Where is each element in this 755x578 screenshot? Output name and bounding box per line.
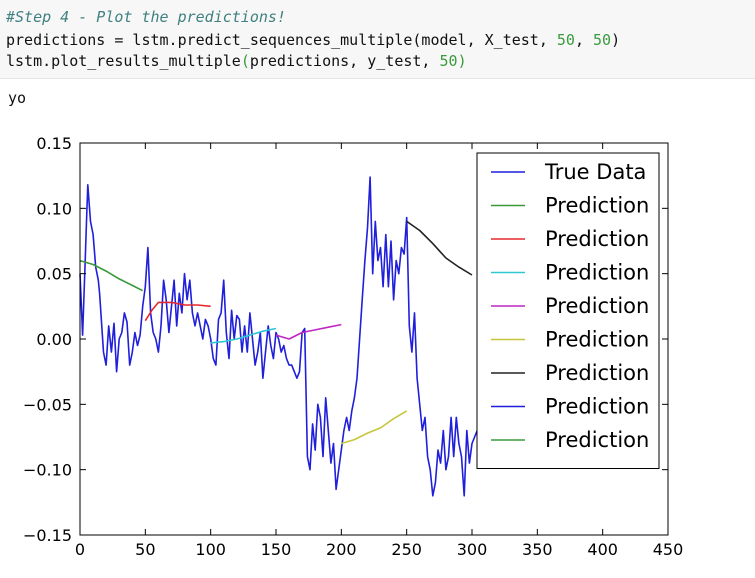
code-number: 50 — [556, 31, 575, 49]
y-axis: −0.15 −0.10 −0.05 0.00 0.05 0.10 0.15 — [23, 134, 668, 545]
legend-label: Prediction — [545, 227, 649, 251]
code-separator: , — [574, 31, 594, 49]
series-line-4 — [275, 323, 342, 340]
x-tick-label: 50 — [135, 540, 155, 559]
legend-label: Prediction — [545, 294, 649, 318]
code-paren: ) — [611, 31, 621, 49]
y-tick-label: 0.05 — [36, 265, 72, 284]
legend-label: Prediction — [545, 194, 649, 218]
legend-label: True Data — [544, 160, 646, 184]
x-axis: 0 50 100 150 200 250 300 350 400 450 — [75, 143, 683, 559]
series-line-0 — [79, 176, 478, 497]
x-tick-label: 100 — [195, 540, 226, 559]
series-line-6 — [406, 220, 473, 276]
x-tick-label: 150 — [261, 540, 292, 559]
y-tick-label: 0.15 — [36, 134, 72, 153]
code-plot-call: lstm.plot_results_multiple — [6, 52, 241, 70]
series-line-3 — [210, 327, 277, 344]
code-paren: ) — [457, 52, 467, 70]
code-comment: #Step 4 - Plot the predictions! — [6, 8, 286, 26]
code-number: 50 — [593, 31, 612, 49]
x-tick-label: 250 — [391, 540, 422, 559]
y-tick-label: −0.15 — [23, 526, 72, 545]
code-cell[interactable]: #Step 4 - Plot the predictions! predicti… — [0, 0, 755, 79]
y-tick-label: −0.10 — [23, 461, 72, 480]
legend-label: Prediction — [545, 428, 649, 452]
code-predict-call: predictions = lstm.predict_sequences_mul… — [6, 31, 557, 49]
legend-label: Prediction — [545, 361, 649, 385]
legend-label: Prediction — [545, 261, 649, 285]
cell-output-text: yo — [8, 89, 27, 107]
plot-lines — [79, 176, 478, 497]
x-tick-label: 200 — [326, 540, 357, 559]
x-tick-label: 400 — [587, 540, 618, 559]
series-line-5 — [341, 410, 408, 445]
code-line-predict: predictions = lstm.predict_sequences_mul… — [6, 30, 620, 50]
legend-label: Prediction — [545, 395, 649, 419]
code-args: predictions, y_test, — [249, 52, 440, 70]
legend-label: Prediction — [545, 328, 649, 352]
x-tick-label: 300 — [457, 540, 488, 559]
code-line-plot: lstm.plot_results_multiple(predictions, … — [6, 51, 467, 71]
legend: True Data Prediction Prediction Prediction P… — [476, 152, 660, 469]
x-tick-label: 0 — [75, 540, 85, 559]
code-paren: ( — [240, 52, 250, 70]
x-tick-label: 450 — [653, 540, 684, 559]
code-number: 50 — [439, 52, 458, 70]
x-tick-label: 350 — [522, 540, 553, 559]
y-tick-label: 0.00 — [36, 330, 72, 349]
series-line-2 — [144, 301, 211, 322]
y-tick-label: 0.10 — [36, 199, 72, 218]
series-line-1 — [79, 259, 144, 292]
y-tick-label: −0.05 — [23, 395, 72, 414]
